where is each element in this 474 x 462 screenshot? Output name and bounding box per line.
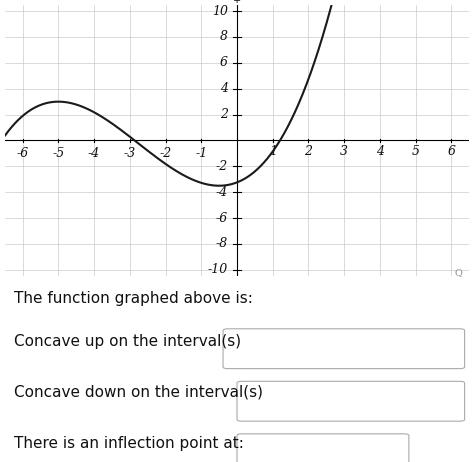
Text: 1: 1 (269, 145, 277, 158)
Text: -4: -4 (216, 186, 228, 199)
Text: -2: -2 (216, 160, 228, 173)
Text: -3: -3 (124, 147, 136, 160)
Text: -10: -10 (208, 263, 228, 276)
Text: 2: 2 (304, 145, 312, 158)
Text: -2: -2 (159, 147, 172, 160)
FancyBboxPatch shape (223, 329, 465, 369)
Text: 8: 8 (220, 30, 228, 43)
Text: 10: 10 (212, 5, 228, 18)
Text: -5: -5 (52, 147, 64, 160)
Text: There is an inflection point at:: There is an inflection point at: (14, 436, 244, 450)
Text: -6: -6 (216, 212, 228, 225)
FancyBboxPatch shape (237, 434, 409, 462)
Text: Q: Q (455, 268, 463, 277)
Text: 3: 3 (340, 145, 348, 158)
Text: -4: -4 (88, 147, 100, 160)
Text: 2: 2 (220, 108, 228, 121)
Text: 5: 5 (411, 145, 419, 158)
Text: 4: 4 (220, 82, 228, 95)
Text: Concave up on the interval(s): Concave up on the interval(s) (14, 334, 241, 349)
Text: 4: 4 (376, 145, 384, 158)
Text: -6: -6 (17, 147, 29, 160)
FancyBboxPatch shape (237, 381, 465, 421)
Text: 6: 6 (447, 145, 456, 158)
Text: The function graphed above is:: The function graphed above is: (14, 291, 253, 306)
Text: Concave down on the interval(s): Concave down on the interval(s) (14, 385, 263, 400)
Text: -8: -8 (216, 237, 228, 250)
Text: +: + (233, 0, 241, 5)
Text: -1: -1 (195, 147, 208, 160)
Text: 6: 6 (220, 56, 228, 69)
